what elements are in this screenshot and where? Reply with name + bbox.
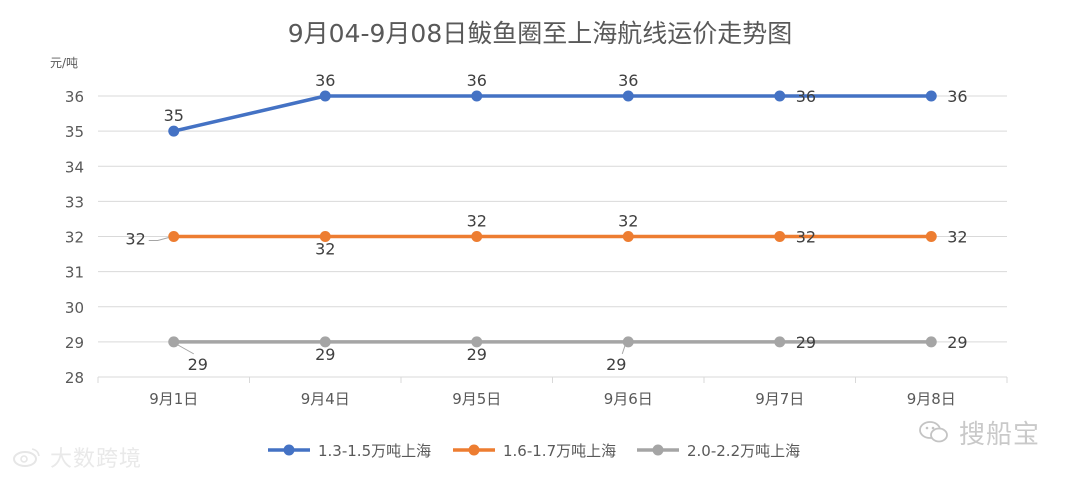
- data-label: 32: [618, 212, 638, 231]
- x-tick-label: 9月7日: [755, 390, 804, 408]
- legend-swatch-marker: [468, 444, 480, 456]
- legend: 1.3-1.5万吨上海 1.6-1.7万吨上海 2.0-2.2万吨上海: [268, 442, 800, 460]
- data-label: 29: [188, 355, 208, 374]
- data-label: 32: [467, 212, 487, 231]
- legend-label: 2.0-2.2万吨上海: [687, 442, 800, 460]
- data-label: 36: [947, 87, 967, 106]
- legend-swatch-marker: [652, 444, 664, 456]
- label-leader-line: [177, 344, 194, 355]
- y-tick-label: 29: [65, 334, 84, 352]
- data-label: 36: [315, 71, 335, 90]
- data-point: [168, 125, 180, 137]
- y-tick-label: 36: [65, 88, 84, 106]
- data-point: [774, 90, 786, 102]
- data-label: 36: [796, 87, 816, 106]
- series-3: [168, 336, 937, 348]
- data-point: [319, 90, 331, 102]
- watermark-right-text: 搜船宝: [958, 420, 1040, 450]
- data-point: [168, 336, 180, 348]
- legend-item: 2.0-2.2万吨上海: [637, 442, 800, 460]
- x-tick-label: 9月6日: [604, 390, 653, 408]
- y-axis-unit-label: 元/吨: [50, 56, 78, 70]
- x-tick-label: 9月8日: [907, 390, 956, 408]
- data-point: [471, 231, 483, 242]
- data-point: [925, 336, 937, 348]
- data-point: [319, 336, 331, 348]
- weibo-logo-icon: [12, 446, 42, 474]
- label-leader-line: [621, 344, 626, 355]
- legend-label: 1.3-1.5万吨上海: [318, 442, 431, 460]
- legend-label: 1.6-1.7万吨上海: [503, 442, 616, 460]
- legend-item: 1.3-1.5万吨上海: [268, 442, 431, 460]
- y-tick-label: 34: [65, 158, 84, 176]
- data-label: 29: [315, 345, 335, 364]
- y-tick-label: 28: [65, 369, 84, 387]
- data-point: [471, 336, 483, 348]
- data-point: [622, 90, 634, 102]
- data-label: 36: [467, 71, 487, 90]
- data-point: [774, 231, 786, 242]
- wechat-logo-icon: [918, 419, 950, 452]
- x-tick-label: 9月1日: [149, 390, 198, 408]
- series-layer: [168, 90, 937, 348]
- data-point: [622, 231, 634, 242]
- data-point: [168, 231, 180, 242]
- y-tick-label: 30: [65, 299, 84, 317]
- y-tick-label: 33: [65, 193, 84, 211]
- watermark-left: 大数跨境: [12, 441, 142, 474]
- data-label: 29: [467, 345, 487, 364]
- data-label: 32: [796, 228, 816, 247]
- data-label: 29: [796, 333, 816, 352]
- y-tick-label: 32: [65, 229, 84, 247]
- watermark-right: 搜船宝: [918, 414, 1040, 452]
- watermark-left-text: 大数跨境: [50, 447, 143, 472]
- y-tick-label: 31: [65, 264, 84, 282]
- series-1: [168, 90, 937, 137]
- legend-item: 1.6-1.7万吨上海: [453, 442, 616, 460]
- data-point: [925, 90, 937, 102]
- data-point: [471, 90, 483, 102]
- data-label: 36: [618, 71, 638, 90]
- y-axis-ticks: 28 29 30 31 32 33 34 35 36: [65, 88, 84, 387]
- x-axis: 9月1日 9月4日 9月5日 9月6日 9月7日 9月8日: [97, 377, 1008, 408]
- data-point: [774, 336, 786, 348]
- data-label: 32: [315, 240, 335, 259]
- chart-title: 9月04-9月08日鲅鱼圈至上海航线运价走势图: [288, 19, 792, 48]
- data-labels: 35 36 36 36 36 36 32 32 32 32 32 32 29 29 29 29 29 29: [125, 71, 967, 374]
- data-label: 29: [947, 333, 967, 352]
- data-point: [319, 231, 331, 242]
- data-label: 32: [125, 230, 145, 249]
- data-point: [925, 231, 937, 242]
- label-leader-line: [148, 237, 169, 241]
- legend-swatch-marker: [283, 444, 295, 456]
- data-label: 29: [606, 355, 626, 374]
- data-point: [622, 336, 634, 348]
- data-label: 32: [947, 228, 967, 247]
- series-2: [168, 231, 937, 242]
- series-line: [172, 94, 933, 133]
- x-tick-label: 9月4日: [301, 390, 350, 408]
- y-tick-label: 35: [65, 123, 84, 141]
- x-tick-label: 9月5日: [452, 390, 501, 408]
- data-label: 35: [164, 106, 184, 125]
